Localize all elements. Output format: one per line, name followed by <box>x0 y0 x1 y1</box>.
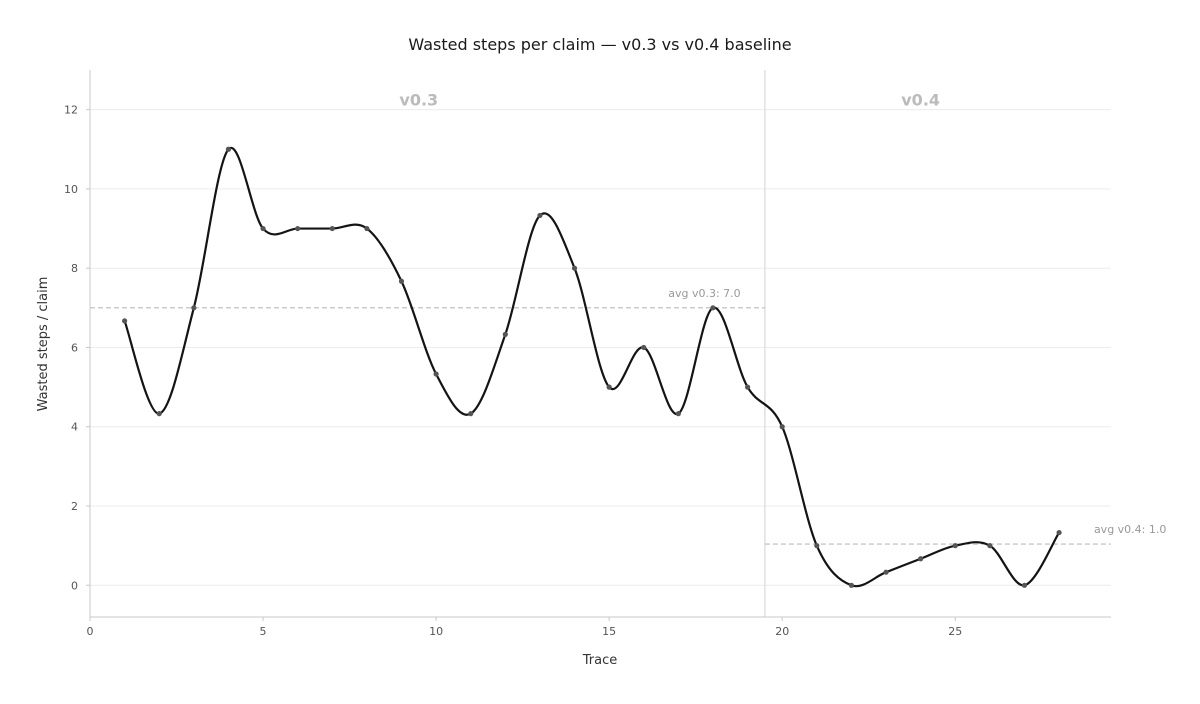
region-label: v0.3 <box>399 91 438 110</box>
data-point <box>156 411 162 417</box>
data-point <box>122 318 128 324</box>
y-tick-label: 6 <box>71 341 78 354</box>
x-tick-label: 5 <box>260 625 267 638</box>
x-tick-label: 10 <box>429 625 443 638</box>
data-point <box>641 344 647 351</box>
average-label: avg v0.3: 7.0 <box>668 287 740 300</box>
data-point <box>571 265 578 271</box>
data-point <box>1056 529 1062 536</box>
data-point <box>468 411 474 417</box>
y-tick-label: 10 <box>64 183 78 196</box>
data-point <box>295 225 301 232</box>
y-axis-label: Wasted steps / claim <box>36 277 51 412</box>
data-point <box>952 543 958 549</box>
data-point <box>433 371 439 377</box>
average-label: avg v0.4: 1.0 <box>1094 523 1166 536</box>
x-tick-label: 15 <box>602 625 616 638</box>
x-tick-label: 25 <box>948 625 962 638</box>
y-tick-label: 8 <box>71 262 78 275</box>
data-point <box>710 305 716 311</box>
data-point <box>606 384 612 390</box>
y-tick-label: 12 <box>64 104 78 117</box>
data-point <box>537 212 543 219</box>
series-line <box>123 146 1061 588</box>
data-point <box>398 278 405 284</box>
series <box>122 146 1062 588</box>
y-tick-label: 0 <box>71 579 78 592</box>
chart-title: Wasted steps per claim — v0.3 vs v0.4 ba… <box>408 35 791 54</box>
data-point <box>502 331 508 337</box>
data-point <box>918 556 924 562</box>
version-regions: v0.3 v0.4 <box>399 70 940 617</box>
y-ticks: 0 2 4 6 8 10 12 <box>64 104 90 592</box>
data-point <box>848 582 855 588</box>
x-tick-label: 0 <box>87 625 94 638</box>
axes <box>89 70 1111 618</box>
average-lines: avg v0.3: 7.0 avg v0.4: 1.0 <box>90 287 1166 545</box>
data-point <box>191 305 197 311</box>
data-point <box>1021 582 1028 588</box>
y-tick-label: 4 <box>71 421 78 434</box>
grid <box>90 109 1111 586</box>
x-ticks: 0 5 10 15 20 25 <box>87 617 962 638</box>
data-point <box>364 225 370 232</box>
x-axis-label: Trace <box>582 653 618 668</box>
data-point <box>883 569 889 575</box>
x-tick-label: 20 <box>775 625 789 638</box>
data-point <box>225 146 232 152</box>
data-point <box>329 225 335 232</box>
data-point <box>260 225 266 232</box>
data-point <box>744 384 751 390</box>
region-label: v0.4 <box>901 91 940 110</box>
data-point <box>814 543 820 549</box>
data-point <box>675 411 681 417</box>
data-point <box>987 543 993 549</box>
data-point <box>779 424 785 430</box>
y-tick-label: 2 <box>71 500 78 513</box>
